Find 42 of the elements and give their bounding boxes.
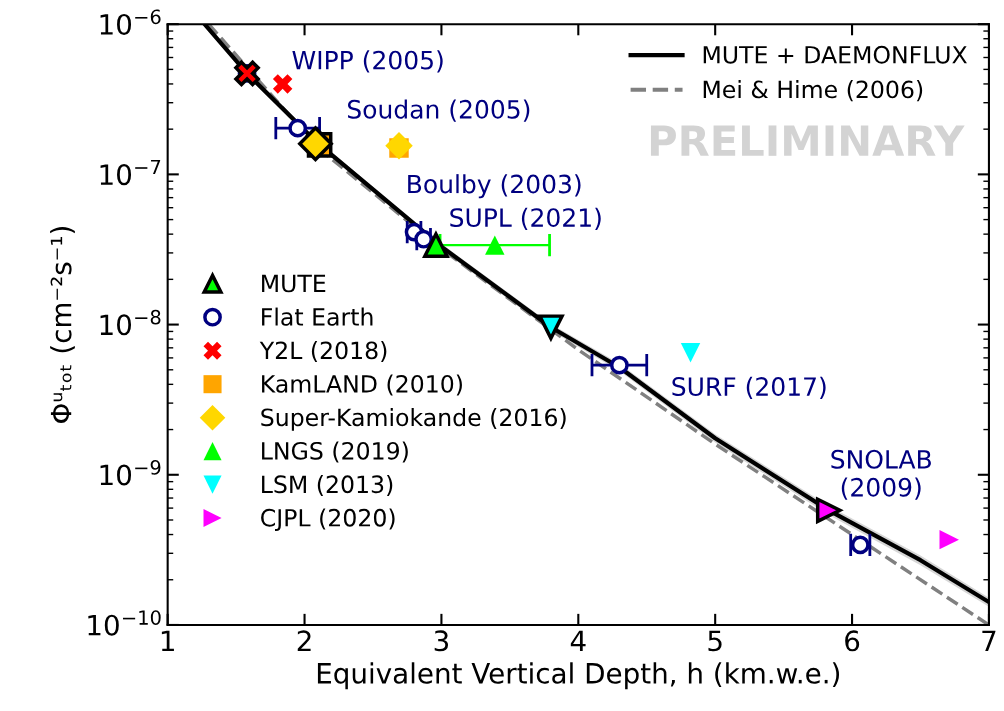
x-tick-label: 6 [845, 630, 860, 652]
point [288, 118, 308, 138]
annotation: WIPP (2005) [292, 50, 443, 73]
y-tick-label: 10$^{−6}$ [100, 9, 161, 35]
x-tick-label: 1 [161, 630, 174, 651]
legend-label: Mei & Hime (2006) [703, 80, 923, 102]
y-tick-label: 10$^{−8}$ [100, 309, 161, 336]
legend-label: LSM (2013) [262, 474, 393, 496]
legend-label: Super-Kamiokande (2016) [261, 407, 566, 431]
point [423, 232, 449, 258]
annotation: Soudan (2005) [347, 99, 530, 122]
annotation: SUPL (2021) [450, 207, 601, 230]
point [298, 126, 333, 162]
annotation: SURF (2017) [672, 376, 826, 399]
point [272, 74, 293, 94]
x-tick-label: 2 [297, 630, 311, 651]
point [939, 529, 959, 550]
legend-label: CJPL (2020) [261, 508, 395, 532]
x-tick-label: 5 [708, 630, 722, 652]
point [537, 314, 565, 343]
legend-label: KamLAND (2010) [262, 374, 462, 396]
y-tick-label: 10$^{−10}$ [88, 610, 161, 636]
point [609, 355, 629, 375]
x-tick-label: 3 [434, 630, 449, 652]
legend-label: LNGS (2019) [262, 441, 408, 463]
point [485, 235, 505, 255]
legend-label: MUTE + DAEMONFLUX [703, 45, 967, 64]
point [815, 497, 842, 524]
x-axis-title: Equivalent Vertical Depth, h (km.w.e.) [317, 662, 840, 690]
point [385, 132, 413, 160]
y-tick-label: 10$^{−7}$ [100, 159, 161, 186]
point [680, 342, 701, 363]
y-axis-title: Φᵘₜₒₜ (cm⁻²s⁻¹) [50, 227, 75, 423]
annotation: Boulby (2003) [408, 174, 581, 199]
y-tick-label: 10$^{−9}$ [100, 460, 161, 486]
point [234, 60, 260, 87]
annotation: SNOLAB (2009) [831, 449, 931, 500]
legend-label: Y2L (2018) [259, 341, 387, 363]
legend-label: MUTE [262, 274, 326, 293]
x-tick-label: 7 [982, 630, 996, 651]
x-tick-label: 4 [570, 630, 586, 651]
legend-label: Flat Earth [262, 307, 373, 326]
